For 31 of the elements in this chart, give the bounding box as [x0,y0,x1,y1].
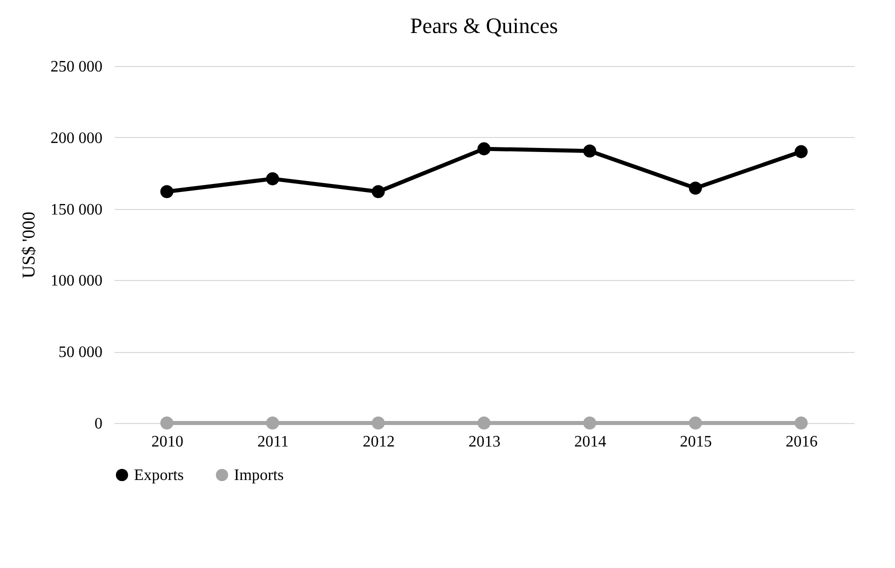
x-tick-label: 2016 [786,434,818,450]
point [583,416,596,430]
point [160,185,174,198]
point [794,416,808,430]
legend-label: Exports [134,467,184,484]
x-tick-label: 2010 [151,434,184,450]
point [372,185,385,198]
point [583,144,596,158]
x-tick-label: 2015 [680,434,712,450]
point [794,145,808,158]
point [266,172,280,186]
point [372,416,385,430]
y-tick-label: 200 000 [50,130,102,147]
x-tick-label: 2013 [468,434,500,450]
y-tick-label: 250 000 [50,58,102,76]
y-tick-label: 150 000 [50,201,102,218]
x-tick-label: 2012 [362,434,395,450]
legend-label: Imports [234,467,284,484]
point [477,142,491,156]
chart-title: Pears & Quinces [410,13,558,38]
y-tick-label: 0 [94,416,102,432]
y-axis-title: US$ '000 [18,212,38,278]
x-tick-label: 2011 [257,434,289,450]
point [266,416,280,430]
point [160,416,174,430]
point [477,416,491,430]
point [688,416,702,430]
x-tick-label: 2014 [574,434,606,450]
y-tick-label: 50 000 [58,344,102,362]
point [688,182,702,195]
y-tick-label: 100 000 [50,272,102,290]
